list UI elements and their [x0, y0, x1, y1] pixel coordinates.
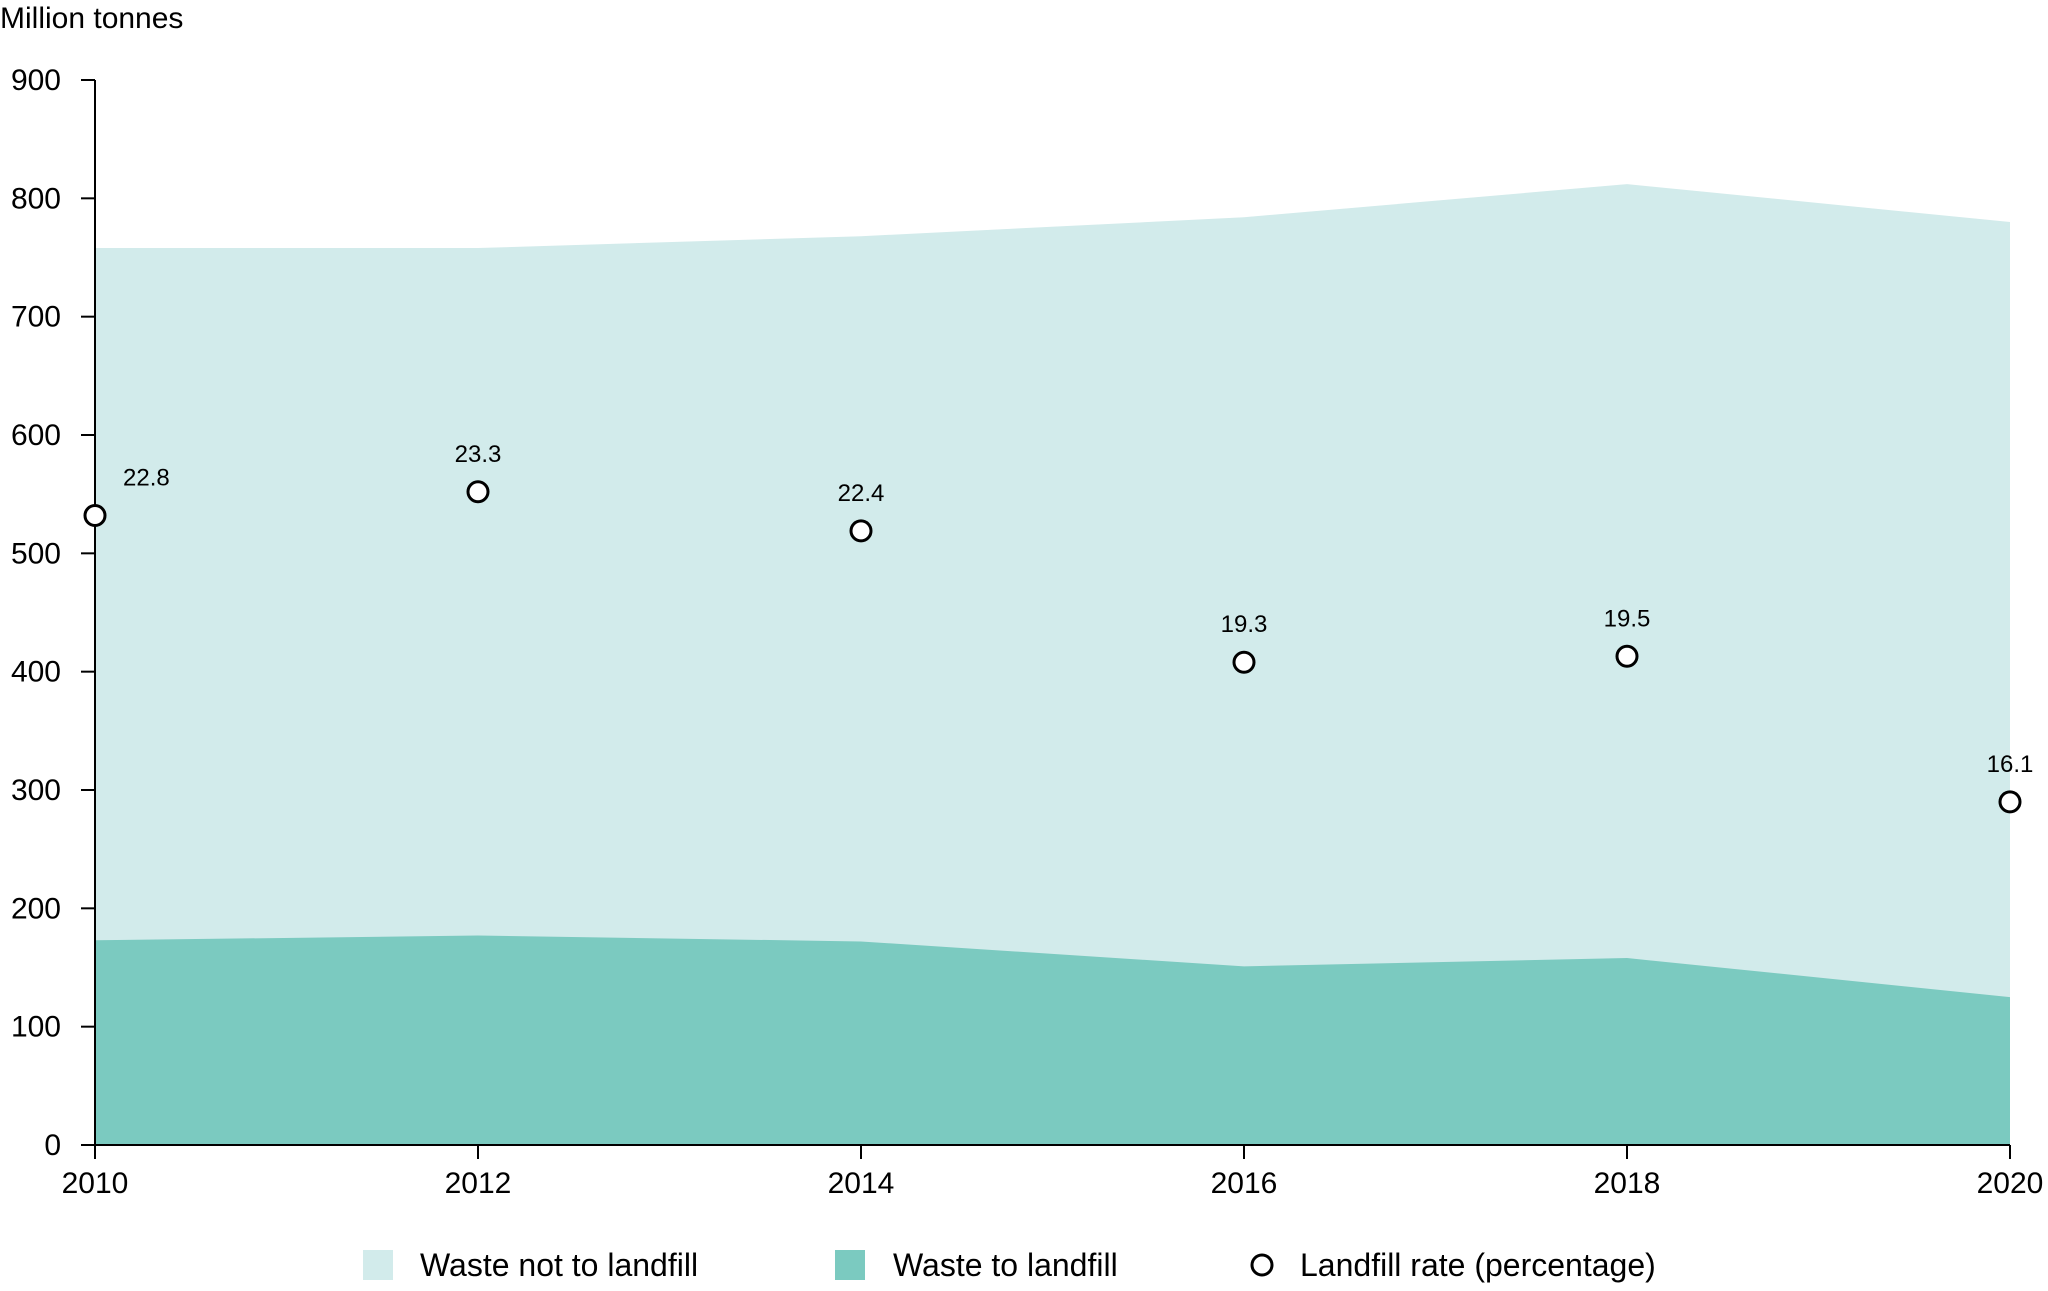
x-tick-label: 2014 [828, 1167, 895, 1200]
landfill-rate-marker [466, 480, 490, 504]
landfill-rate-data-label: 23.3 [455, 441, 502, 468]
landfill-rate-marker [1615, 644, 1639, 668]
x-tick-label: 2016 [1211, 1167, 1278, 1200]
x-tick-label: 2012 [445, 1167, 512, 1200]
landfill-rate-data-label: 19.3 [1221, 611, 1268, 638]
x-tick-label: 2020 [1977, 1167, 2044, 1200]
area-waste-not-to-landfill [95, 184, 2010, 1146]
landfill-rate-marker [83, 503, 107, 527]
markers-layer: 22.8 23.3 22.4 19.3 19.5 16.1 [83, 441, 2034, 814]
axes-layer: 0 100 200 300 400 500 600 700 800 900 2010 2012 2014… [11, 64, 2043, 1200]
legend-label-landfill-rate: Landfill rate (percentage) [1300, 1247, 1656, 1283]
y-tick-label: 700 [11, 301, 61, 334]
y-tick-label: 100 [11, 1011, 61, 1044]
y-axis-title: Million tonnes [0, 2, 183, 35]
areas-layer [95, 184, 2010, 1146]
x-tick-label: 2018 [1594, 1167, 1661, 1200]
landfill-rate-data-label: 19.5 [1604, 605, 1651, 632]
y-tick-label: 300 [11, 774, 61, 807]
y-tick-label: 400 [11, 656, 61, 689]
legend-label-waste-not-to-landfill: Waste not to landfill [420, 1247, 698, 1283]
landfill-rate-data-label: 22.8 [123, 464, 170, 491]
legend-marker-landfill-rate [1250, 1253, 1274, 1277]
y-tick-label: 600 [11, 419, 61, 452]
landfill-rate-marker [849, 519, 873, 543]
y-tick-label: 800 [11, 182, 61, 215]
y-tick-label: 500 [11, 537, 61, 570]
legend-swatch-waste-to-landfill [835, 1250, 865, 1280]
y-tick-label: 900 [11, 64, 61, 97]
landfill-rate-data-label: 22.4 [838, 480, 885, 507]
legend-swatch-waste-not-to-landfill [363, 1250, 393, 1280]
landfill-rate-marker [1998, 790, 2022, 814]
legend-label-waste-to-landfill: Waste to landfill [893, 1247, 1118, 1283]
x-tick-label: 2010 [62, 1167, 129, 1200]
legend: Waste not to landfill Waste to landfill La… [363, 1247, 1656, 1283]
landfill-rate-marker [1232, 650, 1256, 674]
landfill-rate-data-label: 16.1 [1987, 751, 2034, 778]
area-waste-to-landfill [95, 935, 2010, 1145]
y-tick-label: 200 [11, 892, 61, 925]
y-tick-label: 0 [44, 1129, 61, 1162]
